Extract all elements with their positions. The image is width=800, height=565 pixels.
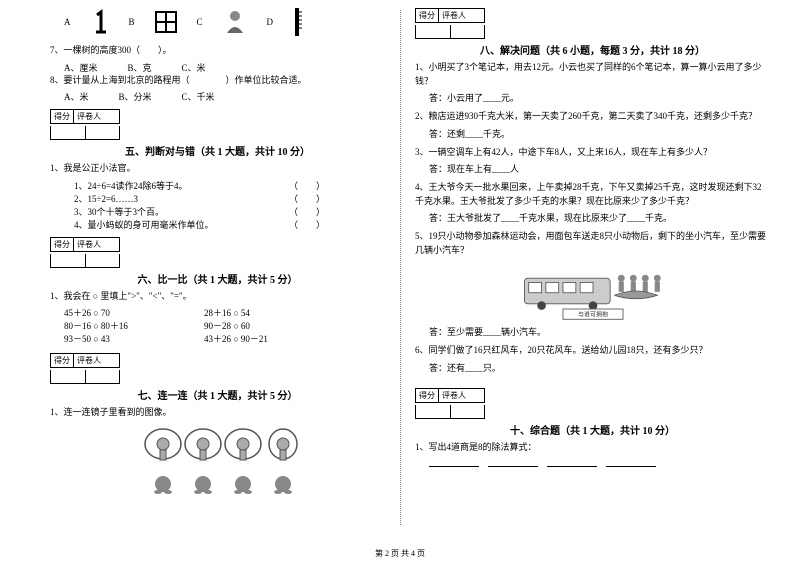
mirror-illustration <box>138 424 298 504</box>
q7-text: 7、一棵树的高度300（ ）。 <box>50 44 385 58</box>
sec8-q5: 5、19只小动物参加森林运动会，用面包车送走8只小动物后，剩下的坐小汽车，至少需… <box>415 230 770 257</box>
digit-one-icon <box>91 9 109 35</box>
person-icon <box>223 9 247 35</box>
left-column: A B C D 7、一棵树的高度300（ ）。 A、厘米 B、克 C、米 8、要… <box>0 0 400 565</box>
score-box-10: 得分 评卷人 <box>415 388 485 403</box>
sec10-lead: 1、写出4道商是8的除法算式： <box>415 441 770 455</box>
q8-opt-b: B、分米 <box>119 90 152 103</box>
score-blank-7 <box>50 370 120 384</box>
sec10-blanks <box>415 457 770 470</box>
sec8-q2: 2、粮店运进930千克大米，第一天卖了260千克，第二天卖了340千克，还剩多少… <box>415 110 770 124</box>
reviewer-label: 评卷人 <box>439 9 469 22</box>
sec8-a6: 答：还有____只。 <box>415 361 770 374</box>
sec5-lead: 1、我是公正小法官。 <box>50 162 385 176</box>
q7-options: A、厘米 B、克 C、米 <box>50 61 385 74</box>
sec8-a4: 答：王大爷批发了____千克水果，现在比原来少了____千克。 <box>415 211 770 224</box>
section-6-title: 六、比一比（共 1 大题，共计 5 分） <box>50 271 385 286</box>
reviewer-label: 评卷人 <box>439 389 469 402</box>
section-5-title: 五、判断对与错（共 1 大题，共计 10 分） <box>50 143 385 158</box>
score-label: 得分 <box>416 389 439 402</box>
section-10-title: 十、综合题（共 1 大题，共计 10 分） <box>415 422 770 437</box>
reviewer-label: 评卷人 <box>74 110 104 123</box>
sec8-q4: 4、王大爷今天一批水果回来，上午卖掉28千克，下午又卖掉25千克，这时发现还剩下… <box>415 181 770 208</box>
sec5-item4: 4、量小蚂蚁的身可用毫米作单位。（ ） <box>50 218 385 231</box>
score-box-6: 得分 评卷人 <box>50 237 120 252</box>
sec8-q1: 1、小明买了3个笔记本，用去12元。小云也买了同样的6个笔记本，算一算小云用了多… <box>415 61 770 88</box>
section-7-title: 七、连一连（共 1 大题，共计 5 分） <box>50 387 385 402</box>
sec5-item1: 1、24÷6=4读作24除6等于4。（ ） <box>50 179 385 192</box>
score-blank-6 <box>50 254 120 268</box>
reviewer-label: 评卷人 <box>74 238 104 251</box>
grid-square-icon <box>155 11 177 33</box>
section-8-title: 八、解决问题（共 6 小题，每题 3 分，共计 18 分） <box>415 42 770 57</box>
q8-options: A、米 B、分米 C、千米 <box>50 90 385 103</box>
score-label: 得分 <box>51 110 74 123</box>
sec8-a2: 答：还剩____千克。 <box>415 127 770 140</box>
score-label: 得分 <box>51 238 74 251</box>
q8-opt-c: C、千米 <box>182 90 215 103</box>
q8-text: 8、要计量从上海到北京的路程用（ ）作单位比较合适。 <box>50 74 385 88</box>
caption-text: 与谁可拥抱 <box>577 311 607 319</box>
score-blank-5 <box>50 126 120 140</box>
score-box-5: 得分 评卷人 <box>50 109 120 124</box>
comb-icon <box>293 8 303 36</box>
opt-c-label: C <box>197 17 203 27</box>
sec6-lead: 1、我会在 ○ 里填上">"、"<"、"="。 <box>50 290 385 304</box>
opt-d-label: D <box>267 17 274 27</box>
score-box-8: 得分 评卷人 <box>415 8 485 23</box>
score-blank-8 <box>415 25 485 39</box>
sec8-a3: 答：现在车上有____人 <box>415 162 770 175</box>
sec5-item3: 3、30个十等于3个百。（ ） <box>50 205 385 218</box>
bus-illustration: 与谁可拥抱 <box>503 261 683 321</box>
q8-opt-a: A、米 <box>64 90 89 103</box>
sec8-q3: 3、一辆空调车上有42人，中途下车8人，又上来16人，现在车上有多少人？ <box>415 146 770 160</box>
q7-opt-c: C、米 <box>182 61 206 74</box>
sec8-a5: 答：至少需要____辆小汽车。 <box>415 325 770 338</box>
page-footer: 第 2 页 共 4 页 <box>0 548 800 559</box>
sec6-row1: 45＋26 ○ 7028＋16 ○ 54 <box>50 306 385 319</box>
right-column: 得分 评卷人 八、解决问题（共 6 小题，每题 3 分，共计 18 分） 1、小… <box>400 0 800 565</box>
score-box-7: 得分 评卷人 <box>50 353 120 368</box>
q7-opt-a: A、厘米 <box>64 61 98 74</box>
opt-b-label: B <box>129 17 135 27</box>
sec8-a1: 答：小云用了____元。 <box>415 91 770 104</box>
opt-a-label: A <box>64 17 71 27</box>
sec8-q6: 6、同学们做了16只红风车，20只花风车。送给幼儿园18只，还有多少只？ <box>415 344 770 358</box>
sec6-row3: 93－50 ○ 4343＋26 ○ 90－21 <box>50 332 385 345</box>
sec5-item2: 2、15÷2=6……3（ ） <box>50 192 385 205</box>
score-blank-10 <box>415 405 485 419</box>
q7-opt-b: B、克 <box>128 61 152 74</box>
sec7-lead: 1、连一连镜子里看到的图像。 <box>50 406 385 420</box>
sec6-row2: 80－16 ○ 80＋1690－28 ○ 60 <box>50 319 385 332</box>
reviewer-label: 评卷人 <box>74 354 104 367</box>
score-label: 得分 <box>51 354 74 367</box>
abcd-options: A B C D <box>50 8 385 36</box>
score-label: 得分 <box>416 9 439 22</box>
